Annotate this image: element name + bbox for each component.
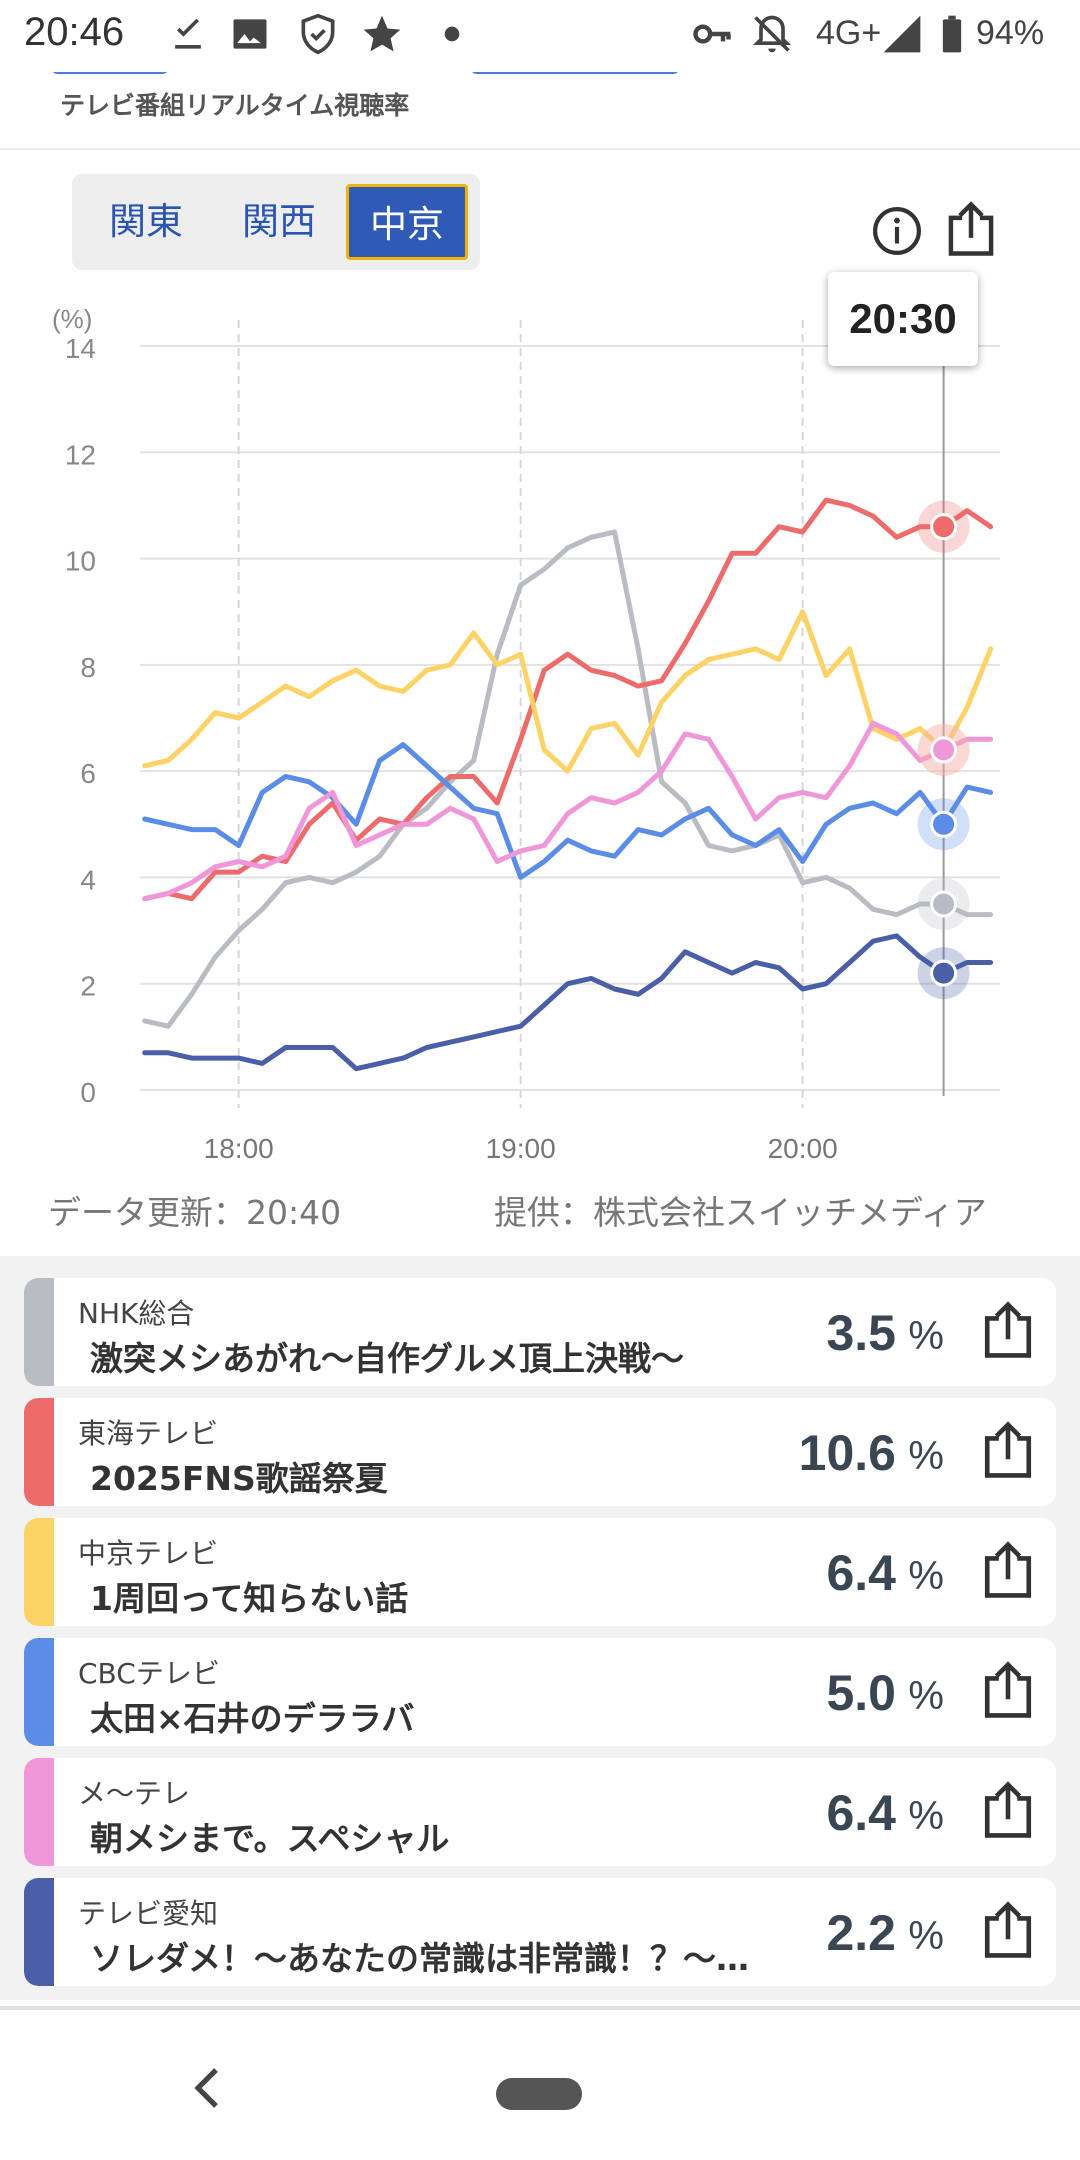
y-tick-label: 2 <box>80 971 96 1002</box>
y-tick-label: 0 <box>80 1077 96 1108</box>
battery-level: 94% <box>976 14 1045 52</box>
rating-value: 6.4 <box>826 1545 896 1601</box>
series-marker <box>930 890 958 918</box>
y-tick-label: 10 <box>65 546 96 577</box>
channel-name: NHK総合 <box>78 1297 195 1330</box>
series-marker <box>930 736 958 764</box>
app-logo-text <box>470 72 680 74</box>
channel-name: テレビ愛知 <box>78 1897 219 1930</box>
x-tick-label: 18:00 <box>204 1133 274 1160</box>
ratings-line-chart: 0 2 4 6 8 10 12 14(%) 18:00 19:00 20:00 <box>52 304 1000 1160</box>
image-icon <box>233 19 267 49</box>
chart-time-tooltip: 20:30 <box>828 272 978 366</box>
program-title: 1周回って知らない話 <box>90 1579 409 1618</box>
network-type: 4G+ <box>816 14 882 52</box>
list-divider <box>0 2006 1080 2010</box>
channel-color-bar <box>24 1878 54 1986</box>
app-logo <box>50 72 170 74</box>
back-icon[interactable] <box>188 2066 228 2110</box>
rating-card[interactable]: NHK総合激突メシあがれ～自作グルメ頂上決戦～ 3.5% <box>24 1278 1056 1386</box>
y-tick-label: 14 <box>65 333 96 364</box>
series-line <box>142 529 994 1029</box>
dot-icon <box>444 26 460 42</box>
program-title: 朝メシまで。スペシャル <box>90 1819 450 1858</box>
y-tick-label: 4 <box>80 864 96 895</box>
rating-card[interactable]: CBCテレビ太田×石井のデララバ 5.0% <box>24 1638 1056 1746</box>
page-subtitle: テレビ番組リアルタイム視聴率 <box>60 91 410 120</box>
y-tick-label: 8 <box>80 652 96 683</box>
shield-icon <box>301 13 335 55</box>
download-done-icon <box>175 18 201 49</box>
program-title: 太田×石井のデララバ <box>90 1699 415 1738</box>
rating-card[interactable]: メ～テレ朝メシまで。スペシャル 6.4% <box>24 1758 1056 1866</box>
channel-color-bar <box>24 1758 54 1866</box>
channel-name: メ～テレ <box>78 1777 191 1810</box>
share-icon[interactable] <box>980 1420 1036 1480</box>
tab-chukyo[interactable]: 中京 <box>346 184 468 260</box>
series-line <box>142 933 994 1072</box>
x-tick-label: 19:00 <box>486 1133 556 1160</box>
rating-card[interactable]: 中京テレビ 1周回って知らない話 6.4% <box>24 1518 1056 1626</box>
status-time: 20:46 <box>24 10 125 54</box>
data-updated-label: データ更新：20:40 <box>48 1193 342 1232</box>
series-marker <box>930 810 958 838</box>
channel-name: 東海テレビ <box>78 1417 219 1450</box>
rating-unit: % <box>908 1914 944 1958</box>
rating-unit: % <box>908 1434 944 1478</box>
program-title: ソレダメ！～あなたの常識は非常識！？～… <box>90 1939 750 1978</box>
channel-color-bar <box>24 1278 54 1386</box>
share-icon[interactable] <box>980 1660 1036 1720</box>
share-icon[interactable] <box>980 1900 1036 1960</box>
rating-unit: % <box>908 1674 944 1718</box>
x-tick-label: 20:00 <box>768 1133 838 1160</box>
data-provider-label: 提供：株式会社スイッチメディア <box>494 1193 987 1232</box>
region-tabs: 関東 関西 中京 <box>72 174 480 270</box>
tab-kansai[interactable]: 関西 <box>242 200 316 243</box>
signal-icon <box>883 15 921 53</box>
series-line <box>142 609 994 774</box>
rating-card[interactable]: テレビ愛知ソレダメ！～あなたの常識は非常識！？～… 2.2% <box>24 1878 1056 1986</box>
home-pill-icon[interactable] <box>496 2078 582 2110</box>
channel-color-bar <box>24 1518 54 1626</box>
rating-value: 10.6 <box>798 1425 896 1481</box>
series-line <box>142 742 994 880</box>
vpn-key-icon <box>693 24 731 44</box>
status-bar: 20:46 4G+ 94% <box>0 0 1080 72</box>
battery-icon <box>942 15 962 53</box>
series-marker <box>930 959 958 987</box>
channel-name: 中京テレビ <box>78 1537 219 1570</box>
share-icon[interactable] <box>980 1780 1036 1840</box>
series-line <box>142 720 994 902</box>
channel-name: CBCテレビ <box>78 1657 220 1690</box>
channel-color-bar <box>24 1638 54 1746</box>
share-icon[interactable] <box>980 1300 1036 1360</box>
navigation-bar <box>0 2010 1080 2160</box>
tab-kanto[interactable]: 関東 <box>109 200 183 243</box>
rating-value: 3.5 <box>826 1305 896 1361</box>
rating-unit: % <box>908 1794 944 1838</box>
rating-unit: % <box>908 1554 944 1598</box>
series-marker <box>930 513 958 541</box>
y-tick-label: 12 <box>65 439 96 470</box>
app-header: テレビ番組リアルタイム視聴率 <box>0 72 1080 150</box>
channel-color-bar <box>24 1398 54 1506</box>
program-title: 激突メシあがれ～自作グルメ頂上決戦～ <box>90 1339 684 1378</box>
rating-value: 6.4 <box>826 1785 896 1841</box>
rating-unit: % <box>908 1314 944 1358</box>
y-unit-label: (%) <box>52 304 92 334</box>
share-chart-icon[interactable] <box>944 200 998 258</box>
info-icon[interactable] <box>872 206 922 256</box>
rating-card[interactable]: 東海テレビ 2025FNS歌謡祭夏 10.6% <box>24 1398 1056 1506</box>
program-title: 2025FNS歌謡祭夏 <box>90 1459 388 1498</box>
share-icon[interactable] <box>980 1540 1036 1600</box>
y-tick-label: 6 <box>80 758 96 789</box>
series-line <box>142 497 994 902</box>
rating-value: 2.2 <box>826 1905 896 1961</box>
bell-off-icon <box>752 15 792 53</box>
star-icon <box>363 15 401 52</box>
rating-value: 5.0 <box>826 1665 896 1721</box>
